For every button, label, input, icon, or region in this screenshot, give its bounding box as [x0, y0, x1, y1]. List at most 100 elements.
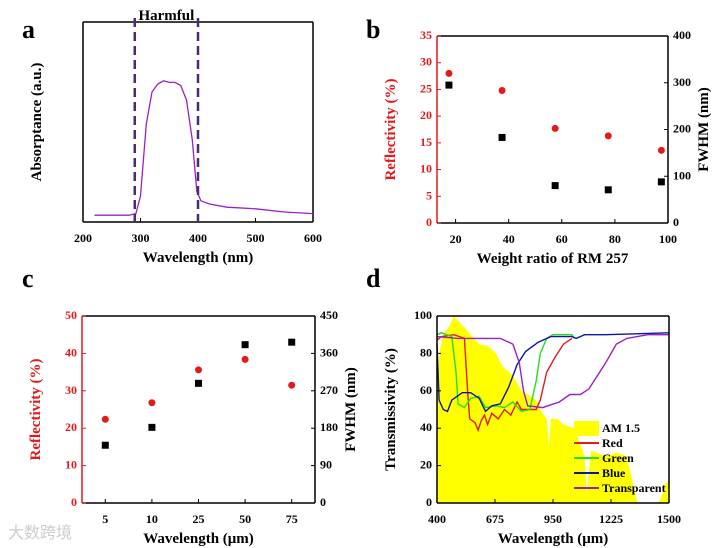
reflectivity-point: [445, 69, 453, 77]
x-tick-label-d3: 1225: [599, 512, 623, 526]
y2-tick-label-c5: 450: [320, 308, 338, 322]
panel-label-c: c: [22, 264, 34, 293]
watermark: 大数跨境: [8, 523, 73, 542]
fwhm-point: [498, 133, 506, 141]
y2-tick-label-c4: 360: [320, 345, 338, 359]
y-tick-label-d2: 40: [420, 420, 432, 434]
y-axis-title-a: Absorptance (a.u.): [29, 63, 45, 182]
fwhm-point: [657, 178, 665, 186]
x-tick-label-c0: 5: [102, 512, 108, 526]
green-curve: [436, 332, 575, 413]
blue-curve: [436, 332, 670, 413]
x-tick-label-d0: 400: [428, 512, 446, 526]
y-tick-label-d4: 80: [420, 345, 432, 359]
x-axis-title-b: Weight ratio of RM 257: [477, 251, 629, 267]
y2-tick-label-c1: 90: [320, 458, 332, 472]
reflectivity-point: [604, 132, 612, 140]
y2-tick-label-b4: 400: [673, 28, 691, 42]
x-tick-label-b0: 20: [450, 232, 462, 246]
fwhm-point: [445, 81, 453, 89]
transparent-curve: [436, 334, 669, 409]
y-axis-title-c: Reflectivity (%): [28, 358, 44, 460]
reflectivity-point: [551, 124, 559, 132]
y-tick-label-b6: 30: [420, 55, 432, 69]
legend-label-1: Red: [602, 436, 623, 450]
reflectivity-point: [498, 86, 506, 94]
red-curve: [436, 333, 573, 433]
x-tick-label-a0: 200: [74, 231, 92, 245]
y-axis-title-d: Transmissivity (%): [383, 348, 399, 471]
x-tick-label-d1: 675: [486, 512, 504, 526]
x-tick-label-d2: 950: [544, 512, 562, 526]
legend-label-3: Blue: [602, 466, 626, 480]
y2-tick-label-b2: 200: [673, 122, 691, 136]
y2-tick-label-c2: 180: [320, 420, 338, 434]
x-tick-label-b1: 40: [503, 232, 515, 246]
x-tick-label-b3: 80: [609, 232, 621, 246]
y-tick-label-d0: 0: [426, 495, 432, 509]
harmful-annotation: Harmful: [138, 8, 194, 24]
fwhm-point: [604, 186, 612, 194]
y2-tick-label-b0: 0: [673, 215, 679, 229]
x-tick-label-a2: 400: [189, 231, 207, 245]
y-tick-label-c1: 10: [65, 458, 77, 472]
y-axis-title-br: FWHM (nm): [696, 87, 712, 172]
x-tick-label-c2: 25: [193, 512, 205, 526]
fwhm-point: [195, 379, 202, 387]
x-tick-label-a1: 300: [132, 231, 150, 245]
absorptance-curve: [94, 80, 314, 216]
y-tick-label-b4: 20: [420, 108, 432, 122]
y-tick-label-b7: 35: [420, 28, 432, 42]
x-tick-label-d4: 1500: [657, 512, 681, 526]
x-tick-label-b2: 60: [556, 232, 568, 246]
y2-tick-label-b3: 300: [673, 75, 691, 89]
y-tick-label-b1: 5: [426, 188, 432, 202]
x-tick-label-a3: 500: [247, 231, 265, 245]
x-tick-label-c4: 75: [286, 512, 298, 526]
y-tick-label-c4: 40: [65, 345, 77, 359]
reflectivity-point: [195, 366, 202, 374]
fwhm-point: [101, 441, 109, 449]
y-tick-label-b5: 25: [420, 81, 432, 95]
fwhm-point: [241, 341, 249, 349]
legend-swatch-am15: [574, 421, 599, 436]
y-tick-label-b3: 15: [420, 135, 432, 149]
reflectivity-point: [148, 399, 156, 407]
y2-tick-label-c0: 0: [320, 495, 326, 509]
y2-tick-label-c3: 270: [320, 383, 338, 397]
y-tick-label-b0: 0: [426, 215, 432, 229]
panel-label-b: b: [366, 15, 380, 44]
x-axis-title-c: Wavelength (μm): [143, 531, 254, 547]
y-tick-label-c3: 30: [65, 383, 77, 397]
fwhm-point: [551, 182, 559, 190]
reflectivity-point: [101, 415, 109, 423]
y-axis-title-cr: FWHM (nm): [343, 367, 359, 452]
x-tick-label-a4: 600: [304, 231, 322, 245]
y-axis-title-b: Reflectivity (%): [383, 78, 399, 180]
legend-label-4: Transparent: [602, 481, 666, 495]
y-tick-label-d3: 60: [420, 383, 432, 397]
fwhm-point: [148, 423, 156, 431]
y-tick-label-d1: 20: [420, 458, 432, 472]
legend-label-2: Green: [602, 451, 634, 465]
x-tick-label-c3: 50: [239, 512, 251, 526]
y-tick-label-b2: 10: [420, 162, 432, 176]
y-tick-label-c2: 20: [65, 420, 77, 434]
y-tick-label-c0: 0: [71, 495, 77, 509]
legend-label-0: AM 1.5: [602, 421, 640, 435]
am15-area: [437, 316, 669, 503]
x-axis-title-a: Wavelength (nm): [143, 250, 253, 266]
x-axis-title-d: Wavelength (μm): [498, 531, 609, 547]
panel-label-a: a: [22, 15, 35, 44]
x-tick-label-c1: 10: [146, 512, 158, 526]
y-tick-label-d5: 100: [414, 308, 432, 322]
reflectivity-point: [657, 146, 665, 154]
fwhm-point: [288, 338, 296, 346]
reflectivity-point: [241, 355, 249, 363]
y-tick-label-c5: 50: [65, 308, 77, 322]
reflectivity-point: [288, 381, 296, 389]
y2-tick-label-b1: 100: [673, 168, 691, 182]
panel-label-d: d: [366, 264, 381, 293]
x-tick-label-b4: 100: [659, 232, 677, 246]
